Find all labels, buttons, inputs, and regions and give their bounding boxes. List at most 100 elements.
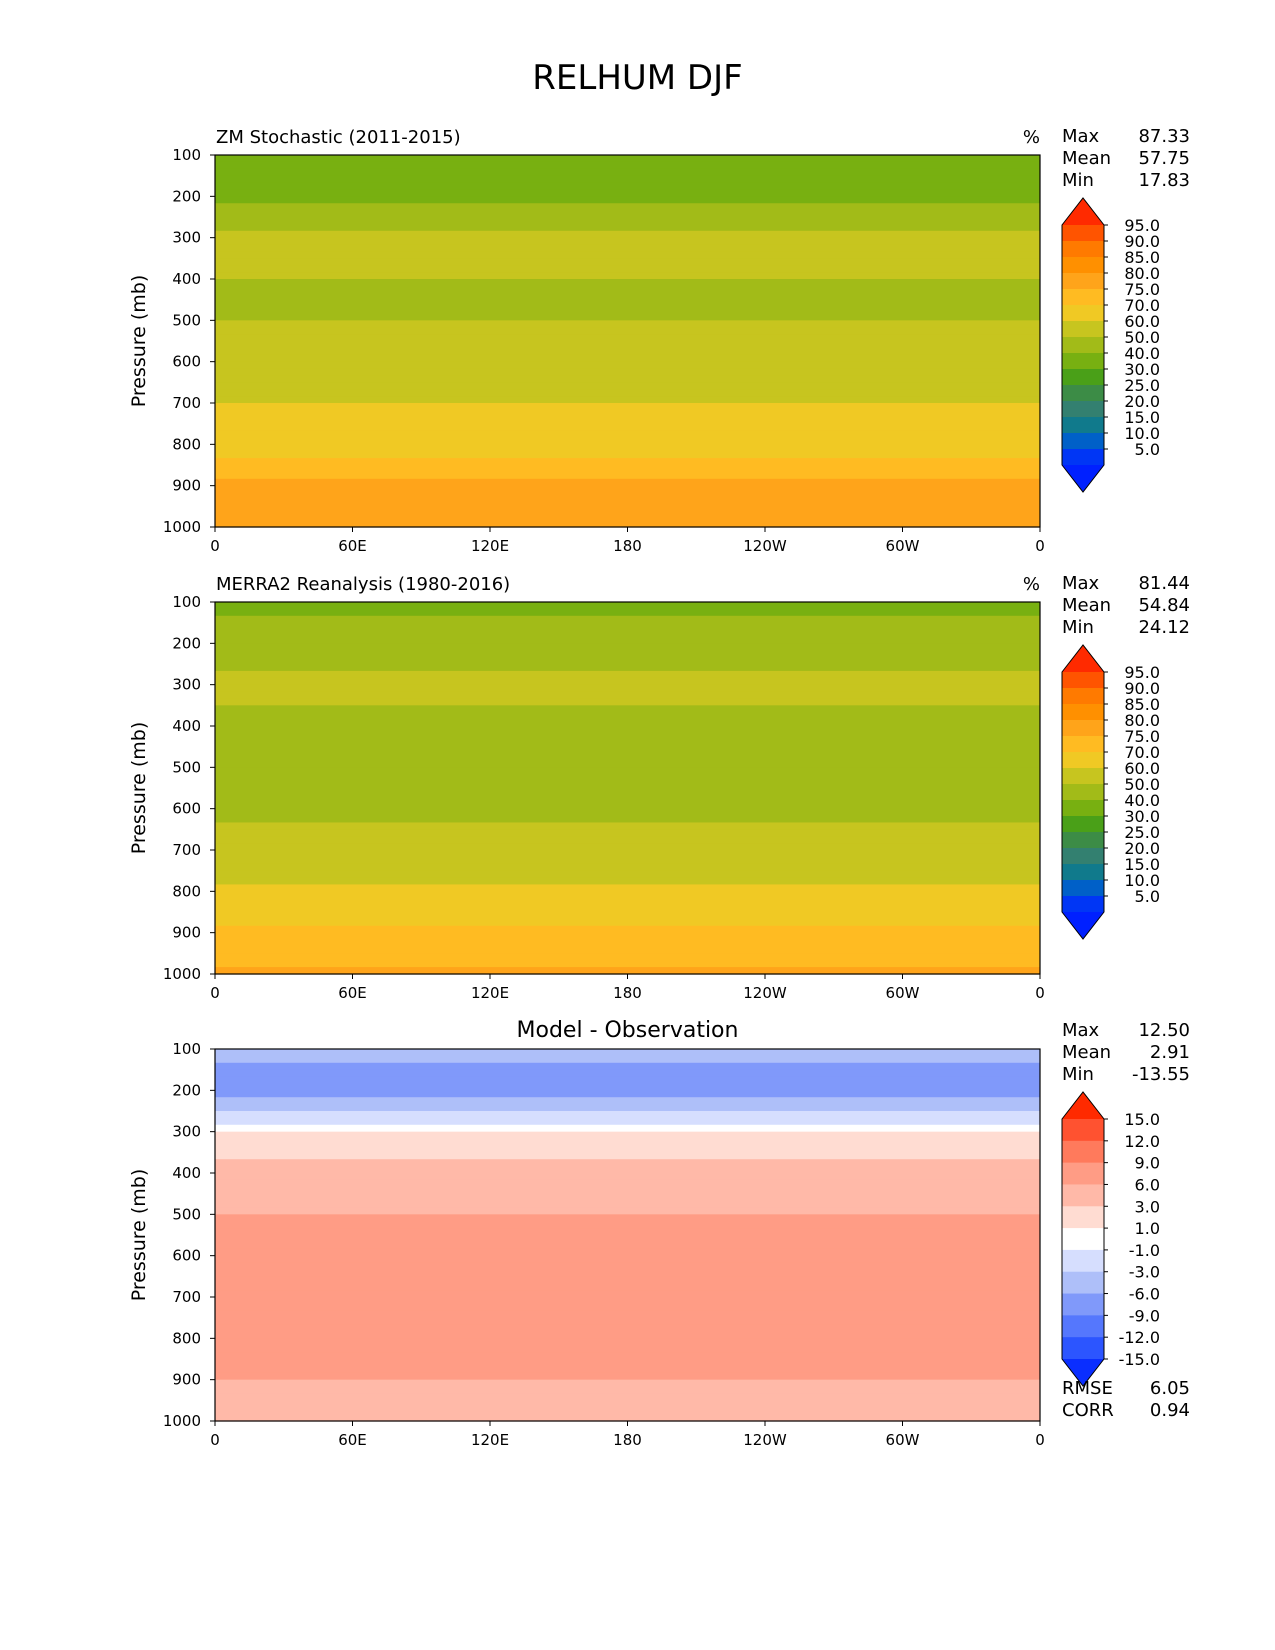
colorbar-segment [1062,1206,1104,1229]
x-tick-label: 120E [471,537,509,555]
x-tick-label: 120W [743,1431,787,1449]
colorbar-label: 30.0 [1124,807,1160,826]
colorbar-label: 50.0 [1124,328,1160,347]
colorbar-label: 20.0 [1124,839,1160,858]
y-tick-label: 700 [172,1288,201,1306]
field-band [215,1117,1040,1126]
y-axis-label: Pressure (mb) [128,275,150,408]
field-band [215,953,1040,961]
field-band [215,403,1040,411]
field-band [215,856,1040,865]
field-band [215,746,1040,755]
stat-label: Max [1062,1020,1100,1041]
field-band [215,1145,1040,1153]
y-tick-label: 1000 [163,965,201,983]
field-band [215,870,1040,879]
stat-value: 2.91 [1150,1042,1190,1063]
colorbar-segment [1062,896,1104,913]
field-band [215,458,1040,466]
colorbar-segment [1062,1119,1104,1142]
colorbar-outline [1061,644,1105,940]
colorbar-label: 25.0 [1124,376,1160,395]
field-band [215,430,1040,439]
colorbar-segment [1062,816,1104,833]
units-label: % [1023,127,1040,148]
field-band [215,1062,1040,1071]
field-band [215,602,1040,610]
field-band [215,1317,1040,1326]
field-band [215,670,1040,679]
field-band [215,423,1040,432]
field-band [215,918,1040,927]
field-band [215,636,1040,644]
field-band [215,1179,1040,1188]
colorbar-extend-top [1062,645,1104,672]
y-tick-label: 900 [172,924,201,942]
x-tick-label: 60W [886,1431,920,1449]
field-band [215,1400,1040,1408]
field-band [215,815,1040,824]
colorbar-label: 50.0 [1124,775,1160,794]
x-tick-label: 180 [613,537,642,555]
stat-label: Mean [1062,148,1111,169]
panel-reference: MERRA2 Reanalysis (1980-2016)% 100 200 300 4… [0,567,1275,1047]
y-tick-label: 900 [172,477,201,495]
field-band [215,217,1040,225]
field-band [215,1345,1040,1353]
colorbar-label: 90.0 [1124,232,1160,251]
field-band [215,912,1040,920]
field-band [215,739,1040,748]
field-band [215,492,1040,501]
field-band [215,1255,1040,1264]
colorbar-label: 1.0 [1135,1219,1160,1238]
y-tick-label: 100 [172,146,201,164]
stat-label: Max [1062,126,1100,147]
colorbar-segment [1062,1184,1104,1207]
colorbar-segment [1062,321,1104,338]
field-band [215,705,1040,713]
stat-label: Mean [1062,595,1111,616]
colorbar-label: 5.0 [1135,440,1160,459]
stat-value: 54.84 [1138,595,1190,616]
field-band [215,499,1040,507]
colorbar-segment [1062,257,1104,274]
x-tick-label: 120W [743,537,787,555]
colorbar-label: 20.0 [1124,392,1160,411]
y-tick-label: 400 [172,270,201,288]
colorbar-label: 85.0 [1124,248,1160,267]
field-band [215,925,1040,934]
y-tick-label: 200 [172,1081,201,1099]
x-tick-label: 0 [210,984,220,1002]
colorbar-label: 75.0 [1124,280,1160,299]
field-band [215,1152,1040,1160]
field-band [215,760,1040,768]
x-tick-label: 120E [471,984,509,1002]
colorbar-segment [1062,1140,1104,1164]
field-band [215,203,1040,211]
colorbar-label: -15.0 [1119,1350,1160,1369]
field-band [215,622,1040,631]
field-band [215,608,1040,617]
field-band [215,1138,1040,1147]
y-tick-label: 300 [172,229,201,247]
y-tick-label: 1000 [163,518,201,536]
x-tick-label: 180 [613,1431,642,1449]
footer-stat-label: CORR [1062,1400,1114,1421]
y-tick-label: 200 [172,634,201,652]
field-band [215,416,1040,425]
colorbar-label: 40.0 [1124,791,1160,810]
field-band [215,368,1040,377]
field-band [215,712,1040,720]
field-band [215,1379,1040,1388]
colorbar-label: 70.0 [1124,743,1160,762]
colorbar-segment [1062,337,1104,354]
colorbar-outline [1061,197,1105,493]
field-band [215,788,1040,796]
field-band [215,341,1040,349]
x-tick-label: 0 [1035,537,1045,555]
colorbar-label: -12.0 [1119,1328,1160,1347]
field-band [215,808,1040,817]
stat-value: 24.12 [1138,617,1190,638]
field-band [215,1290,1040,1298]
colorbar-segment [1062,305,1104,322]
